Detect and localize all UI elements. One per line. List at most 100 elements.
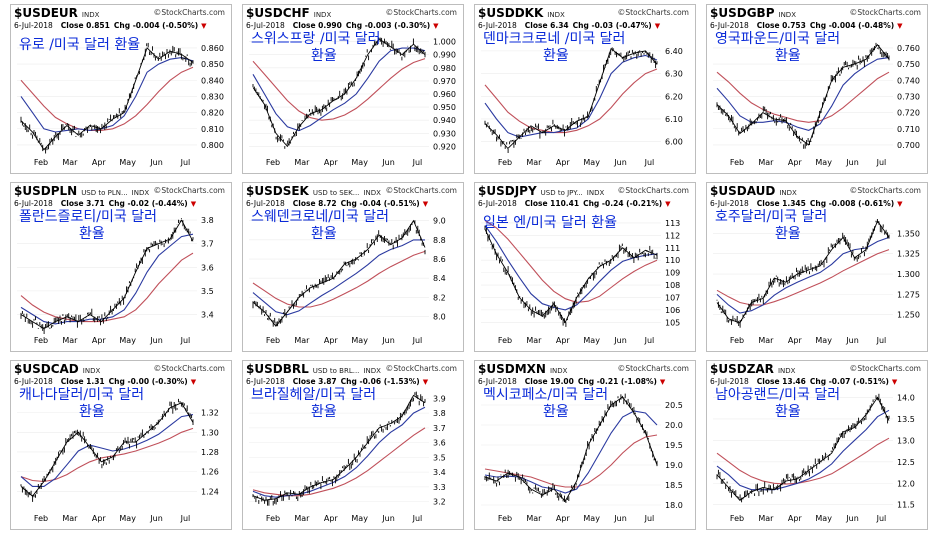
brand-name: StockCharts.com [161,364,225,373]
x-tick-label: Feb [498,514,512,523]
down-triangle-icon: ▼ [422,200,429,208]
x-tick-label: Feb [266,514,280,523]
price-line [484,47,658,150]
chart-symbol: $USDAUD [710,184,776,198]
x-tick-label: Jun [381,336,395,345]
chart-panel[interactable]: $USDAUD INDX ©StockCharts.com 6-Jul-2018 Clo… [706,182,928,352]
price-line [20,219,194,330]
chart-panel[interactable]: $USDCAD INDX ©StockCharts.com 6-Jul-2018 Clo… [10,360,232,530]
chart-panel[interactable]: $USDGBP INDX ©StockCharts.com 6-Jul-2018 Clo… [706,4,928,174]
x-tick-label: Jun [845,514,859,523]
chart-close: Close 3.71 [60,199,105,208]
chart-panel[interactable]: $USDZAR INDX ©StockCharts.com 6-Jul-2018 Clo… [706,360,928,530]
y-tick-label: 11.5 [897,501,915,510]
chart-change: Chg -0.008 (-0.61%) [809,199,895,208]
x-tick-label: Jul [876,514,887,523]
chart-panel[interactable]: $USDCHF INDX ©StockCharts.com 6-Jul-2018 Clo… [242,4,464,174]
y-tick-label: 0.800 [201,141,224,150]
korean-title-line: 멕시코페소/미국 달러 [483,387,609,403]
copyright-icon: © [849,186,858,195]
y-tick-label: 8.2 [433,293,446,302]
chart-date: 6-Jul-2018 [246,199,285,208]
chart-close: Close 3.87 [292,377,337,386]
korean-title-line: 캐나다달러/미국 달러 [19,387,145,403]
chart-change: Chg -0.03 (-0.47%) [572,21,652,30]
y-tick-label: 6.20 [665,92,683,101]
chart-change: Chg -0.21 (-1.08%) [577,377,657,386]
x-tick-label: Feb [34,514,48,523]
x-tick-label: Mar [526,158,542,167]
chart-symbol: $USDEUR [14,6,78,20]
chart-close: Close 110.41 [524,199,580,208]
korean-title: 멕시코페소/미국 달러 환율 [483,387,608,421]
korean-title: 영국파운드/미국 달러 환율 [715,31,840,65]
x-tick-label: Mar [294,336,310,345]
chart-panel[interactable]: $USDMXN INDX ©StockCharts.com 6-Jul-2018 Clo… [474,360,696,530]
y-tick-label: 0.810 [201,125,224,134]
y-tick-label: 1.250 [897,311,920,320]
chart-panel[interactable]: $USDJPY USD to JPY... INDX ©StockCharts.com… [474,182,696,352]
x-tick-label: Mar [526,514,542,523]
korean-title-line: 환율 [79,404,105,420]
chart-date: 6-Jul-2018 [710,21,749,30]
chart-panel[interactable]: $USDEUR INDX ©StockCharts.com 6-Jul-2018 Clo… [10,4,232,174]
chart-meta: 6-Jul-2018 Close 110.41 Chg -0.24 (-0.21%)… [478,199,671,208]
chart-panel[interactable]: $USDBRL USD to BRL... INDX ©StockCharts.com… [242,360,464,530]
x-tick-label: Jun [149,514,163,523]
brand-name: StockCharts.com [625,186,689,195]
chart-meta: 6-Jul-2018 Close 3.71 Chg -0.02 (-0.44%) ▼ [14,199,196,208]
copyright-icon: © [385,8,394,17]
chart-panel[interactable]: $USDPLN USD to PLN... INDX ©StockCharts.com… [10,182,232,352]
chart-subtitle: USD to JPY... [540,189,583,197]
x-tick-label: Mar [62,514,78,523]
chart-meta: 6-Jul-2018 Close 13.46 Chg -0.07 (-0.51%) ▼ [710,377,897,386]
down-triangle-icon: ▼ [659,378,666,386]
x-tick-label: May [119,336,136,345]
ma-long-line [252,427,426,497]
x-tick-label: Jul [644,158,655,167]
y-tick-label: 0.740 [897,76,920,85]
brand-watermark: ©StockCharts.com [617,8,689,17]
brand-watermark: ©StockCharts.com [385,364,457,373]
korean-title: 브라질헤알/미국 달러 환율 [251,387,376,421]
chart-panel[interactable]: $USDDKK INDX ©StockCharts.com 6-Jul-2018 Clo… [474,4,696,174]
y-tick-label: 20.5 [665,401,683,410]
y-tick-label: 113 [665,219,680,228]
x-tick-label: Jun [613,336,627,345]
chart-title: $USDDKK INDX [478,6,565,20]
y-tick-label: 0.840 [201,76,224,85]
y-tick-label: 8.4 [433,274,446,283]
y-tick-label: 3.9 [433,394,446,403]
brand-name: StockCharts.com [161,8,225,17]
price-line [252,38,426,148]
chart-close: Close 13.46 [756,377,806,386]
y-tick-label: 3.7 [433,424,446,433]
y-tick-label: 3.4 [433,468,446,477]
y-tick-label: 3.8 [433,409,446,418]
chart-close: Close 1.345 [756,199,806,208]
chart-meta: 6-Jul-2018 Close 1.31 Chg -0.00 (-0.30%) ▼ [14,377,196,386]
y-tick-label: 108 [665,281,680,290]
y-tick-label: 0.990 [433,51,456,60]
brand-watermark: ©StockCharts.com [153,8,225,17]
x-tick-label: Jul [180,514,191,523]
x-tick-label: Apr [92,158,107,167]
y-tick-label: 1.26 [201,468,219,477]
x-tick-label: Jun [149,336,163,345]
chart-meta: 6-Jul-2018 Close 3.87 Chg -0.06 (-1.53%) ▼ [246,377,428,386]
x-tick-label: Jul [412,514,423,523]
chart-date: 6-Jul-2018 [710,199,749,208]
y-tick-label: 19.0 [665,461,683,470]
x-tick-label: Apr [556,336,571,345]
chart-close: Close 0.753 [756,21,806,30]
x-tick-label: Apr [324,514,339,523]
y-tick-label: 0.960 [433,90,456,99]
x-tick-label: Jun [845,158,859,167]
x-tick-label: May [583,158,600,167]
copyright-icon: © [153,186,162,195]
copyright-icon: © [617,364,626,373]
y-tick-label: 1.28 [201,448,219,457]
chart-panel[interactable]: $USDSEK USD to SEK... INDX ©StockCharts.com… [242,182,464,352]
korean-title-line: 환율 [775,48,801,64]
chart-date: 6-Jul-2018 [14,199,53,208]
